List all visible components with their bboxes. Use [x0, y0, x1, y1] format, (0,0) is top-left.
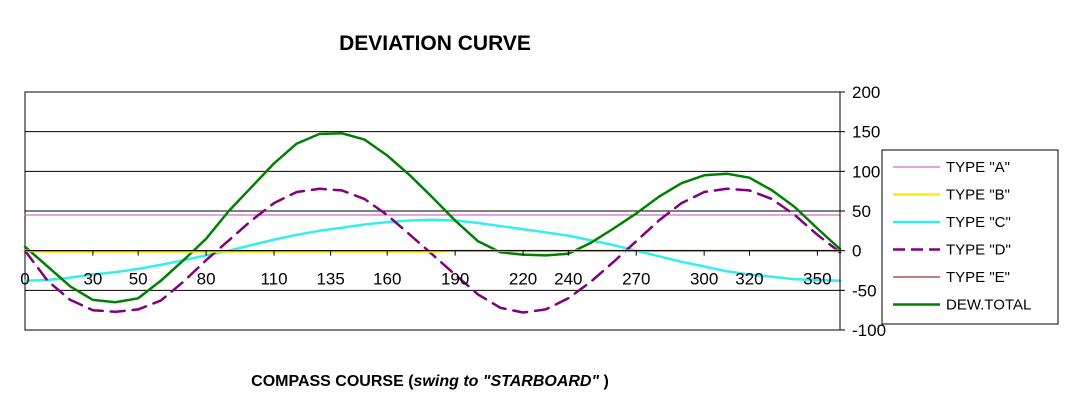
x-tick-label: 320 — [735, 270, 763, 289]
y-tick-label: -100 — [852, 321, 886, 340]
series-line-dew-total — [23, 132, 842, 304]
legend-label: TYPE "B" — [946, 187, 1010, 204]
x-tick-label: 300 — [690, 270, 718, 289]
series-line-type-c — [23, 218, 842, 283]
x-tick-label: 30 — [83, 270, 102, 289]
y-tick-label: -50 — [852, 281, 877, 300]
legend-label: TYPE "E" — [946, 269, 1010, 286]
y-tick-label: 200 — [852, 83, 880, 102]
legend-label: TYPE "C" — [946, 214, 1011, 231]
x-tick-label: 270 — [622, 270, 650, 289]
y-tick-label: 150 — [852, 123, 880, 142]
series-line-type-d — [23, 187, 842, 314]
x-tick-label: 80 — [197, 270, 216, 289]
legend-box — [881, 149, 1059, 325]
x-tick-label: 110 — [260, 270, 287, 289]
legend-label: DEW.TOTAL — [946, 297, 1031, 314]
chart-title: DEVIATION CURVE — [339, 32, 531, 55]
x-axis-label: COMPASS COURSE (swing to "STARBOARD" ) — [251, 373, 609, 390]
series-layer — [23, 132, 842, 314]
y-tick-label: 50 — [852, 202, 871, 221]
y-axis: -100 -50 0 50 100 150 200 — [839, 83, 886, 340]
x-axis: 0 30 50 80 110 135 160 190 220 240 270 300 320 350 — [20, 250, 840, 289]
x-tick-label: 160 — [373, 270, 401, 289]
legend-label: TYPE "D" — [946, 242, 1011, 259]
x-tick-label: 50 — [129, 270, 148, 289]
x-tick-label: 220 — [509, 270, 537, 289]
y-tick-label: 0 — [852, 242, 861, 261]
y-tick-label: 100 — [852, 162, 880, 181]
x-tick-label: 350 — [803, 270, 831, 289]
x-tick-label: 190 — [441, 270, 469, 289]
x-axis-label-suffix: ) — [599, 373, 609, 390]
x-tick-label: 135 — [316, 270, 344, 289]
x-tick-label: 0 — [20, 270, 29, 289]
x-axis-label-italic: swing to "STARBOARD" — [414, 373, 600, 390]
legend-label: TYPE "A" — [946, 159, 1010, 176]
x-tick-label: 240 — [554, 270, 582, 289]
legend: TYPE "A" TYPE "B" TYPE "C" TYPE "D" TYPE "E"… — [881, 149, 1059, 325]
x-axis-label-prefix: COMPASS COURSE ( — [251, 373, 414, 390]
